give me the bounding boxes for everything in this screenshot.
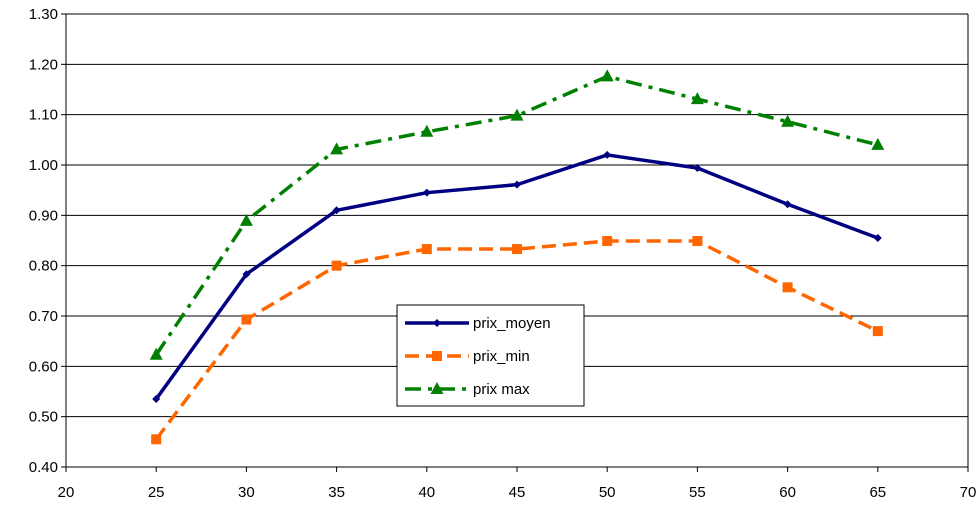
y-tick-label: 1.20 [29, 56, 58, 73]
y-tick-label: 0.60 [29, 358, 58, 375]
x-tick-label: 45 [509, 484, 526, 501]
legend-label-prix-max: prix max [473, 381, 530, 398]
y-tick-labels: 0.40 0.50 0.60 0.70 0.80 0.90 1.00 1.10 1.20 1.30 [29, 6, 58, 476]
series-group [149, 69, 885, 445]
x-tick-label: 60 [779, 484, 796, 501]
data-point-prix-max [510, 108, 524, 121]
data-point-prix-min [602, 236, 613, 247]
y-tick-label: 0.90 [29, 207, 58, 224]
axes [61, 13, 969, 472]
y-tick-label: 1.00 [29, 157, 58, 174]
x-tick-label: 40 [418, 484, 435, 501]
x-tick-label: 55 [689, 484, 706, 501]
x-tick-label: 30 [238, 484, 255, 501]
data-point-prix-max [149, 347, 163, 360]
data-point-prix-max [239, 213, 253, 226]
y-tick-label: 0.80 [29, 258, 58, 275]
y-tick-label: 1.30 [29, 6, 58, 23]
data-point-prix-moyen [603, 150, 612, 159]
x-tick-label: 20 [58, 484, 75, 501]
legend-marker-prix-moyen [433, 319, 441, 327]
data-point-prix-min [692, 236, 703, 247]
data-point-prix-max [330, 142, 344, 155]
data-point-prix-min [241, 314, 252, 325]
data-point-prix-max [420, 124, 434, 137]
x-tick-label: 65 [869, 484, 886, 501]
data-point-prix-max [781, 114, 795, 127]
data-point-prix-moyen [422, 188, 431, 197]
legend-label-prix-moyen: prix_moyen [473, 315, 551, 332]
y-tick-label: 0.70 [29, 308, 58, 325]
data-point-prix-moyen [693, 164, 702, 173]
data-point-prix-min [331, 260, 342, 271]
data-point-prix-moyen [783, 200, 792, 209]
x-tick-labels: 20 25 30 35 40 45 50 55 60 65 70 [58, 484, 977, 501]
data-point-prix-moyen [873, 233, 882, 242]
legend-marker-prix-max [430, 382, 444, 394]
x-tick-label: 25 [148, 484, 165, 501]
data-point-prix-min [872, 326, 883, 337]
data-point-prix-moyen [242, 270, 251, 279]
y-tick-label: 0.50 [29, 409, 58, 426]
data-point-prix-min [512, 244, 522, 255]
data-point-prix-min [151, 434, 162, 445]
x-tick-label: 70 [960, 484, 977, 501]
data-point-prix-min [421, 244, 432, 255]
legend-label-prix-min: prix_min [473, 348, 530, 365]
y-tick-label: 1.10 [29, 107, 58, 124]
x-tick-label: 50 [599, 484, 616, 501]
data-point-prix-max [871, 137, 885, 150]
legend-marker-prix-min [432, 351, 442, 361]
data-point-prix-moyen [332, 206, 341, 215]
data-point-prix-moyen [152, 395, 161, 404]
data-point-prix-max [600, 69, 614, 82]
data-point-prix-min [782, 282, 793, 293]
series-line-prix-min [154, 239, 879, 441]
data-point-prix-moyen [513, 180, 521, 189]
data-point-prix-max [690, 92, 704, 105]
x-tick-label: 35 [328, 484, 345, 501]
y-tick-label: 0.40 [29, 459, 58, 476]
